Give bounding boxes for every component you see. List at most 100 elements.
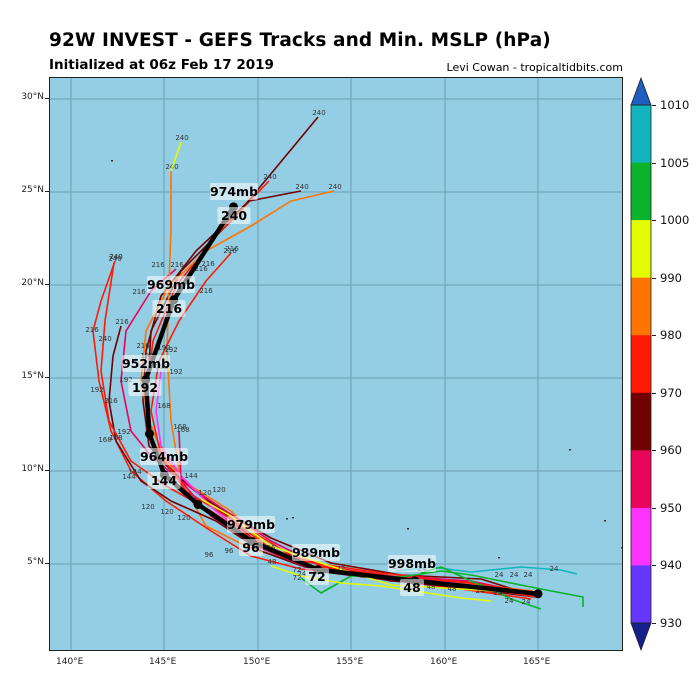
svg-text:120: 120 <box>177 514 190 522</box>
svg-text:48: 48 <box>403 580 420 595</box>
y-tick-label: 25°N <box>21 185 44 195</box>
svg-text:168: 168 <box>157 402 170 410</box>
svg-text:144: 144 <box>122 473 136 481</box>
svg-text:48: 48 <box>448 585 457 593</box>
colorbar-tick-label: 1005 <box>660 155 690 170</box>
svg-text:192: 192 <box>90 386 103 394</box>
svg-text:72: 72 <box>293 566 302 574</box>
svg-text:24: 24 <box>495 571 504 579</box>
svg-text:24: 24 <box>522 598 531 606</box>
svg-text:168: 168 <box>176 426 189 434</box>
svg-text:144: 144 <box>151 473 177 488</box>
colorbar-tick-label: 950 <box>660 500 682 515</box>
svg-text:120: 120 <box>141 503 154 511</box>
svg-text:216: 216 <box>104 397 118 405</box>
colorbar-tick-mark <box>652 623 656 624</box>
svg-text:240: 240 <box>295 183 308 191</box>
svg-text:216: 216 <box>151 261 165 269</box>
svg-text:144: 144 <box>128 468 142 476</box>
svg-text:24: 24 <box>494 589 503 597</box>
svg-text:216: 216 <box>170 261 184 269</box>
svg-text:216: 216 <box>156 301 182 316</box>
svg-text:974mb: 974mb <box>210 184 258 199</box>
y-tick-mark <box>45 191 49 192</box>
colorbar-tick-label: 1000 <box>660 213 690 228</box>
svg-text:216: 216 <box>85 326 99 334</box>
svg-text:120: 120 <box>198 489 211 497</box>
svg-text:192: 192 <box>169 368 182 376</box>
svg-text:120: 120 <box>212 486 225 494</box>
svg-text:168: 168 <box>98 436 111 444</box>
svg-text:969mb: 969mb <box>147 277 195 292</box>
svg-text:952mb: 952mb <box>122 356 170 371</box>
colorbar-tick-mark <box>652 450 656 452</box>
svg-text:240: 240 <box>109 253 122 261</box>
svg-text:240: 240 <box>312 109 325 117</box>
y-tick-mark <box>45 98 49 99</box>
x-tick-label: 165°E <box>523 657 551 667</box>
colorbar-tick-mark <box>652 220 656 222</box>
y-tick-mark <box>45 284 49 285</box>
colorbar <box>630 77 652 651</box>
track-plot: 2402402402402162402402402162161921682402… <box>50 78 622 650</box>
svg-text:192: 192 <box>132 380 158 395</box>
svg-text:240: 240 <box>108 255 121 263</box>
svg-text:96: 96 <box>205 551 214 559</box>
colorbar-tick-mark <box>652 105 656 106</box>
y-tick-label: 20°N <box>21 278 44 288</box>
svg-text:989mb: 989mb <box>292 545 340 560</box>
credit: Levi Cowan - tropicaltidbits.com <box>446 61 623 74</box>
svg-text:240: 240 <box>175 134 188 142</box>
init-time: Initialized at 06z Feb 17 2019 <box>49 57 274 73</box>
svg-text:24: 24 <box>524 571 533 579</box>
svg-text:216: 216 <box>201 260 215 268</box>
svg-text:216: 216 <box>225 245 239 253</box>
map-panel: 2402402402402162402402402162161921682402… <box>49 77 623 651</box>
svg-text:96: 96 <box>225 547 234 555</box>
svg-text:24: 24 <box>476 587 485 595</box>
svg-text:24: 24 <box>298 570 307 578</box>
svg-text:240: 240 <box>263 173 276 181</box>
colorbar-tick-label: 960 <box>660 443 682 458</box>
svg-text:48: 48 <box>268 558 277 566</box>
svg-text:216: 216 <box>132 288 146 296</box>
x-tick-label: 140°E <box>56 657 84 667</box>
svg-text:192: 192 <box>157 344 170 352</box>
svg-text:979mb: 979mb <box>227 517 275 532</box>
svg-text:192: 192 <box>119 376 132 384</box>
colorbar-tick-mark <box>652 392 656 394</box>
svg-text:216: 216 <box>136 342 150 350</box>
y-tick-mark <box>45 563 49 564</box>
svg-text:72: 72 <box>337 565 346 573</box>
y-tick-label: 30°N <box>21 92 44 102</box>
colorbar-tick-label: 1010 <box>660 98 690 112</box>
x-tick-label: 160°E <box>430 657 458 667</box>
svg-text:240: 240 <box>98 335 111 343</box>
y-tick-label: 5°N <box>27 557 44 567</box>
x-tick-label: 150°E <box>243 657 271 667</box>
svg-text:998mb: 998mb <box>388 556 436 571</box>
svg-text:192: 192 <box>117 428 130 436</box>
svg-text:964mb: 964mb <box>140 449 188 464</box>
svg-text:240: 240 <box>109 253 122 261</box>
svg-text:24: 24 <box>505 597 514 605</box>
colorbar-tick-mark <box>652 565 656 567</box>
colorbar-tick-mark <box>652 277 656 279</box>
colorbar-tick-label: 980 <box>660 328 682 343</box>
x-tick-label: 145°E <box>149 657 177 667</box>
colorbar-tick-mark <box>652 335 656 337</box>
svg-text:168: 168 <box>173 423 186 431</box>
svg-text:72: 72 <box>293 574 302 582</box>
svg-text:24: 24 <box>550 565 559 573</box>
svg-text:216: 216 <box>223 247 237 255</box>
y-tick-label: 10°N <box>21 464 44 474</box>
y-tick-label: 15°N <box>21 371 44 381</box>
colorbar-tick-label: 940 <box>660 558 682 573</box>
svg-text:24: 24 <box>510 571 519 579</box>
colorbar-tick-mark <box>652 507 656 509</box>
svg-text:216: 216 <box>199 287 213 295</box>
colorbar-tick-mark <box>652 162 656 164</box>
svg-text:48: 48 <box>427 583 436 591</box>
svg-text:240: 240 <box>221 208 247 223</box>
y-tick-mark <box>45 470 49 471</box>
